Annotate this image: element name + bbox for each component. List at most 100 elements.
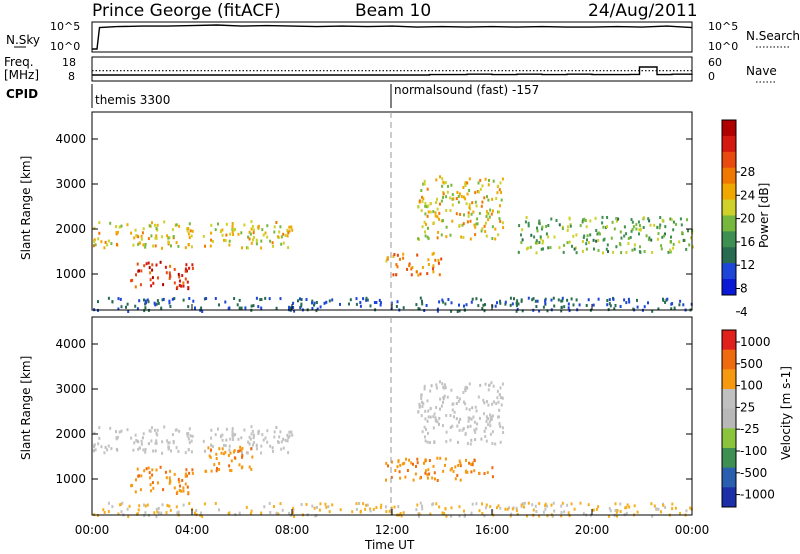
velocity-echo: [410, 461, 413, 465]
velocity-echo: [136, 467, 139, 471]
power-echo: [476, 217, 479, 221]
velocity-echo: [418, 514, 420, 518]
velocity-echo: [140, 442, 143, 446]
power-echo: [619, 230, 622, 234]
power-echo: [432, 221, 435, 225]
power-echo: [657, 232, 660, 236]
power-echo: [379, 301, 382, 305]
velocity-echo: [393, 505, 396, 509]
power-echo: [190, 234, 193, 238]
power-echo: [147, 237, 150, 241]
velocity-echo: [210, 469, 213, 473]
power-echo: [513, 297, 515, 301]
power-echo: [154, 303, 157, 307]
power-echo: [426, 187, 429, 191]
velocity-echo: [159, 465, 162, 469]
velocity-echo: [365, 503, 368, 507]
power-echo: [540, 247, 543, 251]
velocity-echo: [660, 510, 662, 514]
power-echo: [606, 243, 609, 247]
velocity-echo: [516, 512, 519, 516]
power-echo: [155, 227, 158, 230]
velocity-echo: [453, 410, 456, 414]
velocity-echo: [412, 478, 415, 482]
velocity-echo: [421, 405, 424, 409]
power-echo: [211, 240, 214, 243]
velocity-echo: [210, 448, 212, 452]
power-echo: [498, 210, 500, 214]
power-echo: [210, 231, 213, 235]
velocity-colorbar-tick-label: 500: [740, 357, 763, 371]
velocity-echo: [219, 435, 222, 439]
power-echo: [130, 279, 133, 283]
power-echo: [402, 252, 405, 256]
velocity-echo: [157, 511, 160, 515]
power-echo: [466, 181, 469, 185]
power-echo: [271, 241, 274, 245]
velocity-echo: [456, 474, 459, 477]
power-echo: [569, 224, 572, 228]
power-echo: [272, 244, 274, 248]
velocity-echo: [120, 429, 123, 433]
power-echo: [535, 239, 538, 243]
power-echo: [378, 298, 381, 302]
nsky-panel: N.Sky 10^5 10^0 10^5 10^0 N.Search: [6, 20, 800, 53]
power-echo: [179, 279, 181, 283]
power-echo: [572, 303, 575, 307]
velocity-echo: [248, 442, 251, 446]
power-echo: [162, 283, 165, 287]
power-echo: [140, 269, 143, 273]
power-echo: [502, 226, 505, 229]
power-echo: [498, 188, 501, 192]
velocity-echo: [355, 502, 358, 506]
velocity-echo: [369, 509, 372, 513]
power-echo: [264, 296, 267, 300]
velocity-echo: [228, 444, 231, 448]
velocity-colorbar-segment: [722, 408, 736, 429]
power-echo: [550, 298, 553, 302]
power-echo: [355, 297, 358, 301]
power-echo: [151, 268, 154, 272]
power-echo: [440, 233, 443, 237]
power-echo: [319, 305, 322, 309]
power-echo: [572, 234, 575, 238]
power-echo: [475, 222, 478, 226]
velocity-echo: [250, 425, 253, 429]
power-echo: [585, 242, 588, 246]
velocity-echo: [526, 514, 528, 518]
velocity-echo: [570, 502, 573, 506]
power-echo: [429, 210, 432, 214]
velocity-echo: [313, 506, 316, 510]
power-ytick-label: 1000: [55, 267, 86, 281]
power-echo: [458, 309, 461, 313]
velocity-echo: [412, 462, 414, 466]
power-echo: [365, 296, 368, 300]
power-echo: [135, 234, 138, 237]
velocity-echo: [419, 501, 422, 505]
velocity-echo: [403, 461, 406, 465]
power-echo: [468, 206, 471, 209]
power-echo: [161, 246, 163, 250]
power-echo: [643, 216, 645, 220]
power-colorbar-segment: [722, 135, 736, 153]
velocity-echo: [218, 447, 221, 451]
power-echo: [292, 301, 295, 305]
power-echo: [150, 284, 153, 288]
power-echo: [643, 305, 646, 309]
velocity-echo: [496, 506, 498, 510]
power-echo: [578, 303, 581, 307]
power-echo: [606, 303, 609, 307]
power-echo: [466, 192, 469, 196]
beam-label: Beam 10: [355, 1, 431, 21]
velocity-echo: [471, 463, 474, 467]
power-echo: [392, 254, 395, 258]
velocity-echo: [443, 383, 446, 387]
power-echo: [98, 221, 101, 225]
power-echo: [221, 233, 224, 237]
power-echo: [252, 304, 255, 308]
power-echo: [187, 232, 190, 236]
power-echo: [139, 283, 142, 287]
power-echo: [156, 223, 159, 227]
velocity-echo: [155, 507, 158, 511]
velocity-echo: [178, 488, 181, 492]
